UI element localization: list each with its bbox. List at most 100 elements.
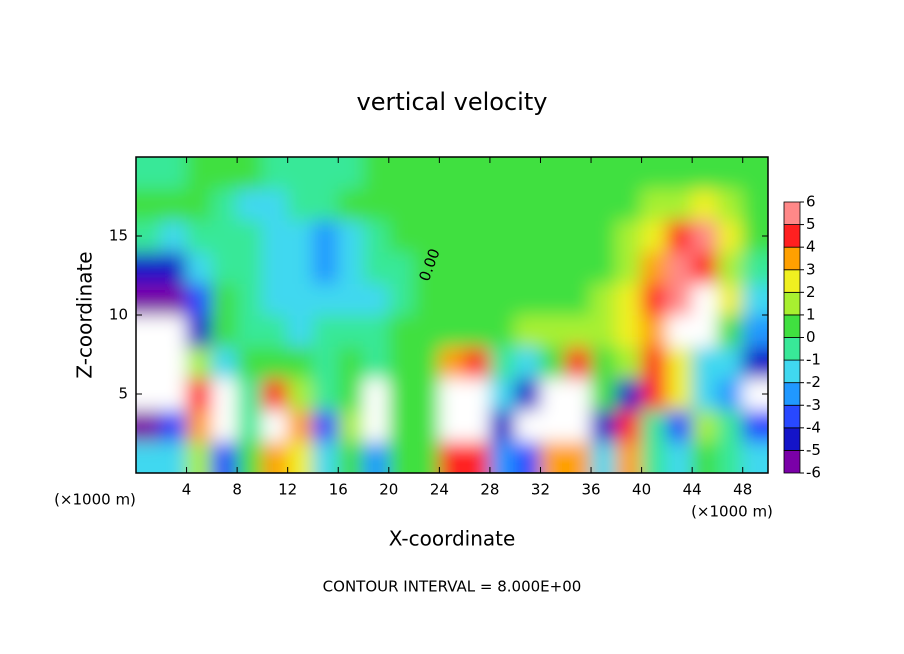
cell	[261, 346, 289, 379]
colorbar-label: -4	[806, 418, 821, 436]
cell	[716, 377, 744, 411]
cell	[388, 377, 415, 411]
y-tick-label: 15	[109, 227, 128, 245]
cell	[565, 251, 592, 284]
cell	[438, 219, 466, 253]
y-tick-label: 10	[109, 306, 128, 324]
cell	[337, 314, 365, 348]
cell	[261, 409, 289, 442]
cell	[716, 157, 744, 190]
cell	[312, 377, 339, 411]
cell	[312, 314, 339, 348]
cell	[363, 377, 390, 411]
x-axis-label: X-coordinate	[389, 527, 516, 551]
cell	[136, 314, 162, 348]
cell	[388, 251, 415, 284]
cell	[438, 157, 466, 190]
cell	[438, 251, 466, 284]
cell	[413, 282, 440, 316]
cell	[363, 314, 390, 348]
cell	[666, 157, 693, 190]
cell	[666, 377, 693, 411]
cell	[590, 188, 617, 221]
colorbar-bin	[783, 291, 801, 316]
cell	[136, 157, 162, 190]
y-axis-label: Z-coordinate	[73, 251, 97, 378]
cell	[186, 314, 213, 348]
cell	[438, 282, 466, 316]
cell	[186, 346, 213, 379]
colorbar-label: 6	[806, 193, 816, 211]
cell	[438, 314, 466, 348]
cell	[565, 219, 592, 253]
cell	[539, 282, 567, 316]
cell	[464, 219, 491, 253]
cell	[489, 314, 516, 348]
cell	[539, 409, 567, 442]
cell	[363, 251, 390, 284]
cell	[514, 314, 541, 348]
cell	[136, 377, 162, 411]
x-tick-label: 12	[278, 481, 297, 499]
cell	[565, 440, 592, 473]
cell	[666, 219, 693, 253]
cell	[186, 377, 213, 411]
cell	[413, 251, 440, 284]
x-tick-label: 28	[480, 481, 499, 499]
cell	[641, 314, 668, 348]
cell	[261, 188, 289, 221]
cell	[160, 157, 188, 190]
cell	[742, 251, 768, 284]
cell	[388, 409, 415, 442]
cell	[363, 409, 390, 442]
colorbar-bin	[783, 201, 801, 225]
cell	[539, 157, 567, 190]
cell	[514, 251, 541, 284]
cell	[186, 440, 213, 473]
cell	[615, 346, 643, 379]
cell	[590, 157, 617, 190]
cell	[136, 251, 162, 284]
cell	[691, 377, 718, 411]
cell	[438, 188, 466, 221]
cell	[565, 314, 592, 348]
cell	[136, 188, 162, 221]
cell	[211, 219, 238, 253]
cell	[160, 314, 188, 348]
colorbar-label: 2	[806, 283, 816, 301]
cell	[590, 251, 617, 284]
cell	[489, 219, 516, 253]
cell	[539, 251, 567, 284]
cell	[236, 440, 263, 473]
cell	[287, 409, 314, 442]
cell	[312, 409, 339, 442]
cell	[666, 440, 693, 473]
cell	[489, 251, 516, 284]
cell	[136, 440, 162, 473]
cell	[641, 219, 668, 253]
cell	[514, 409, 541, 442]
cell	[489, 409, 516, 442]
x-tick-label: 20	[379, 481, 398, 499]
cell	[337, 251, 365, 284]
cell	[742, 188, 768, 221]
x-tick-label: 36	[581, 481, 600, 499]
cell	[438, 346, 466, 379]
cell	[337, 157, 365, 190]
cell	[615, 377, 643, 411]
field	[136, 157, 768, 473]
cell	[716, 440, 744, 473]
cell	[590, 440, 617, 473]
cell	[590, 409, 617, 442]
x-tick-label: 32	[531, 481, 550, 499]
cell	[438, 440, 466, 473]
cell	[287, 157, 314, 190]
cell	[565, 409, 592, 442]
colorbar-bin	[783, 450, 801, 474]
cell	[742, 440, 768, 473]
y-unit: (×1000 m)	[54, 491, 136, 509]
colorbar-label: 1	[806, 305, 816, 323]
cell	[641, 157, 668, 190]
cell	[337, 346, 365, 379]
cell	[211, 314, 238, 348]
